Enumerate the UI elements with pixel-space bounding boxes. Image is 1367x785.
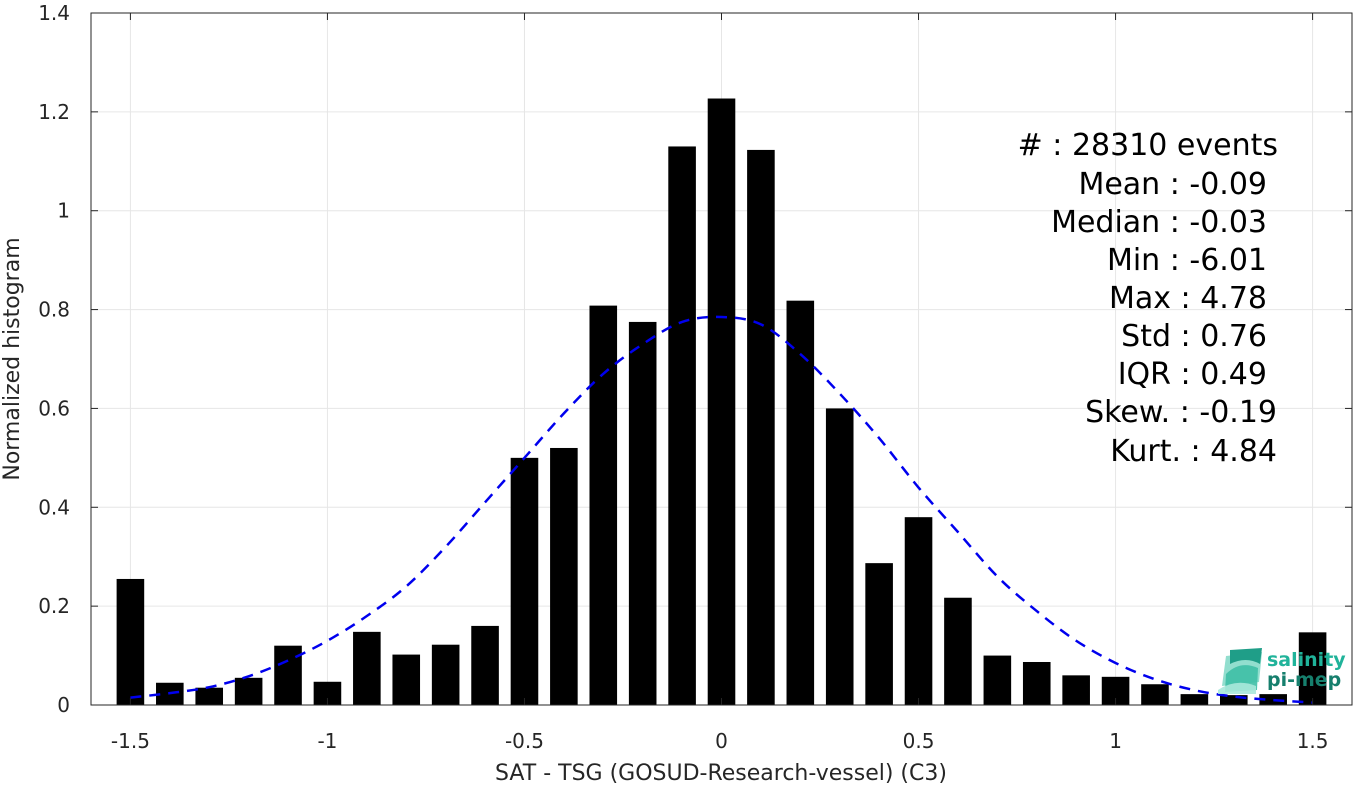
logo-mark-icon xyxy=(1218,648,1262,694)
histogram-bar xyxy=(116,578,145,705)
histogram-bar xyxy=(904,517,933,705)
histogram-bar xyxy=(313,681,342,705)
histogram-bar xyxy=(274,645,302,705)
stat-events: # : 28310 events xyxy=(1018,128,1278,163)
stat-skew: Skew. : -0.19 xyxy=(1085,395,1277,430)
histogram-bar xyxy=(628,321,657,705)
histogram-bar xyxy=(589,305,618,705)
axis-ticks xyxy=(91,12,1352,706)
histogram-bar xyxy=(747,149,775,706)
y-tick-label: 1.4 xyxy=(38,1,70,25)
salinity-pimep-logo: salinity pi-mep xyxy=(1218,648,1346,694)
stat-mean: Mean : -0.09 xyxy=(1078,167,1267,202)
histogram-bar xyxy=(431,644,460,705)
x-tick-label: -0.5 xyxy=(505,729,544,753)
histogram-bar xyxy=(1219,695,1248,705)
histogram-bar xyxy=(983,655,1012,705)
histogram-bar xyxy=(944,597,972,705)
x-axis-label: SAT - TSG (GOSUD-Research-vessel) (C3) xyxy=(495,761,947,785)
histogram-bar xyxy=(510,457,539,705)
histogram-bars xyxy=(116,98,1327,706)
stat-kurt: Kurt. : 4.84 xyxy=(1110,434,1277,469)
gaussian-fit-line xyxy=(130,315,1313,704)
histogram-bar xyxy=(1022,661,1051,705)
stat-max: Max : 4.78 xyxy=(1109,281,1267,316)
histogram-bar xyxy=(786,300,815,705)
histogram-bar xyxy=(1259,694,1287,705)
y-tick-label: 0.4 xyxy=(38,495,70,519)
histogram-bar xyxy=(825,408,854,705)
histogram-bar xyxy=(195,687,224,705)
y-tick-label: 0 xyxy=(57,693,70,717)
histogram-bar xyxy=(1298,632,1327,705)
x-tick-label: -1.5 xyxy=(111,729,150,753)
histogram-bar xyxy=(707,98,736,706)
y-tick-label: 0.2 xyxy=(38,594,70,618)
histogram-bar xyxy=(865,563,893,705)
x-tick-label: 1.5 xyxy=(1297,729,1329,753)
histogram-bar xyxy=(668,146,696,705)
y-tick-label: 0.6 xyxy=(38,396,70,420)
histogram-bar xyxy=(471,625,499,705)
y-tick-label: 1.2 xyxy=(38,100,70,124)
histogram-bar xyxy=(1180,694,1209,705)
stat-std: Std : 0.76 xyxy=(1121,319,1267,354)
y-tick-label: 1 xyxy=(57,199,70,223)
stat-median: Median : -0.03 xyxy=(1051,205,1267,240)
y-axis-label: Normalized histogram xyxy=(0,237,25,480)
histogram-bar xyxy=(234,677,263,705)
histogram-bar xyxy=(353,631,381,705)
logo-text-salinity: salinity xyxy=(1267,649,1346,671)
stat-iqr: IQR : 0.49 xyxy=(1118,357,1267,392)
x-tick-label: 0 xyxy=(715,729,728,753)
x-tick-label: -1 xyxy=(317,729,337,753)
x-tick-labels: -1.5 -1 -0.5 0 0.5 1 1.5 xyxy=(111,729,1329,753)
histogram-bar xyxy=(392,654,421,705)
y-tick-label: 0.8 xyxy=(38,298,70,322)
histogram-bar xyxy=(550,447,578,705)
stat-min: Min : -6.01 xyxy=(1107,243,1267,278)
x-tick-label: 1 xyxy=(1109,729,1122,753)
x-tick-label: 0.5 xyxy=(903,729,935,753)
logo-text-pimep: pi-mep xyxy=(1267,669,1341,691)
y-tick-labels: 0 0.2 0.4 0.6 0.8 1 1.2 1.4 xyxy=(38,1,70,717)
histogram-bar xyxy=(1062,675,1090,705)
histogram-bar xyxy=(1141,684,1169,705)
